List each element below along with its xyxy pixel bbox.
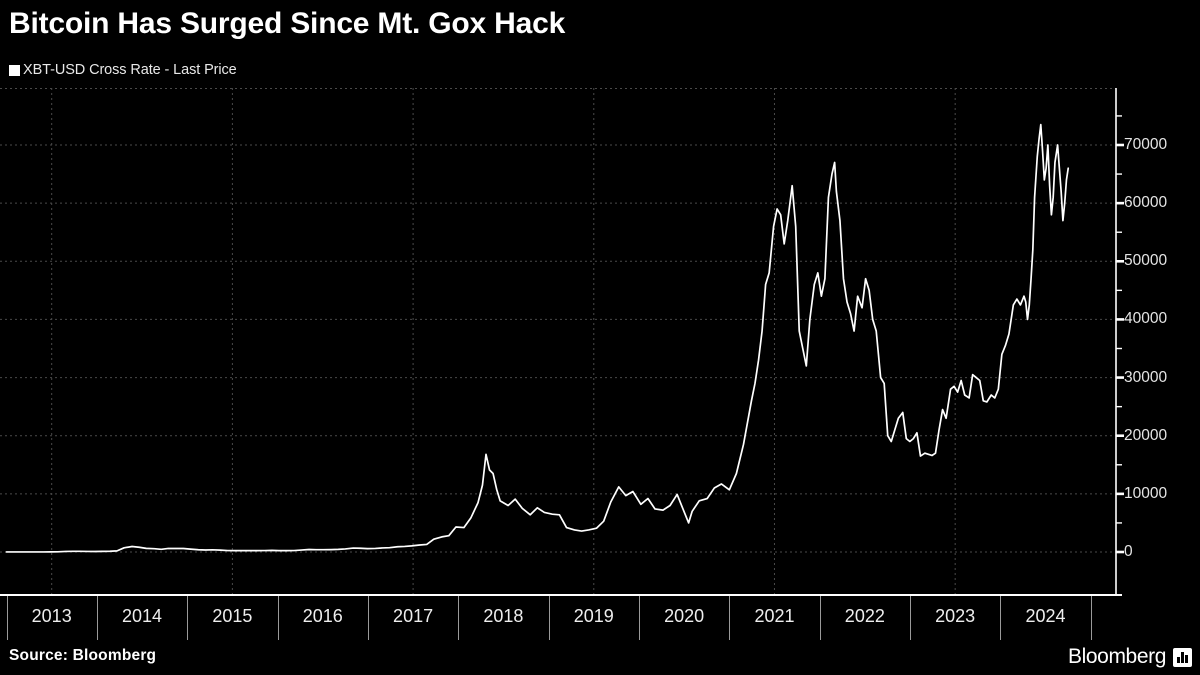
source-note: Source: Bloomberg [9,647,157,664]
x-axis-separator-tick [6,596,8,640]
x-axis-tick-label: 2018 [483,606,524,626]
x-axis-tick-label: 2019 [573,606,614,626]
x-axis-line [0,594,1122,596]
x-axis-tick-label: 2013 [31,606,72,626]
bloomberg-wordmark: Bloomberg [1068,645,1166,668]
x-axis-tick-label: 2014 [122,606,163,626]
x-axis-separator-tick [96,596,98,640]
x-axis-separator-tick [638,596,640,640]
price-line-chart [0,88,1124,595]
x-axis-separator-tick [910,596,911,640]
x-axis-separator-tick [367,596,369,640]
vertical-gridlines [51,88,956,595]
x-axis-tick-label: 2021 [754,606,795,626]
x-axis-separator-tick [1000,596,1002,640]
x-axis-tick-label: 2022 [844,606,885,626]
bar-chart-badge-icon [1173,647,1192,667]
x-axis-tick-label: 2023 [935,606,976,626]
legend-swatch-icon [9,64,20,76]
series-line-xbt-usd [5,123,1070,553]
x-axis: 2013 2014 2015 2016 2017 2018 2019 2020 2021 2022… [0,594,1122,640]
horizontal-gridlines [0,88,1116,553]
legend-series-label: XBT-USD Cross Rate - Last Price [23,62,237,78]
x-axis-separator-tick [187,596,189,640]
x-axis-separator-tick [729,596,731,640]
y-axis-line [1115,88,1124,595]
x-axis-separator-tick [277,596,279,640]
x-axis-tick-label: 2017 [393,606,434,626]
page-title: Bitcoin Has Surged Since Mt. Gox Hack [9,7,566,40]
chart-footer: Source: Bloomberg Bloomberg [0,645,1200,675]
x-axis-tick-label: 2020 [664,606,705,626]
x-axis-separator-tick [1090,596,1092,640]
chart-plot-area [0,88,1200,595]
chart-legend: XBT-USD Cross Rate - Last Price [9,60,237,80]
x-axis-tick-label: 2016 [302,606,343,626]
x-axis-separator-tick [458,596,460,640]
x-axis-tick-label: 2015 [212,606,253,626]
x-axis-tick-label: 2024 [1025,606,1066,626]
x-axis-separator-tick [548,596,550,640]
chart-header: Bitcoin Has Surged Since Mt. Gox Hack XB… [0,0,1200,88]
x-axis-separator-tick [819,596,821,640]
bloomberg-brand: Bloomberg [1068,645,1192,669]
